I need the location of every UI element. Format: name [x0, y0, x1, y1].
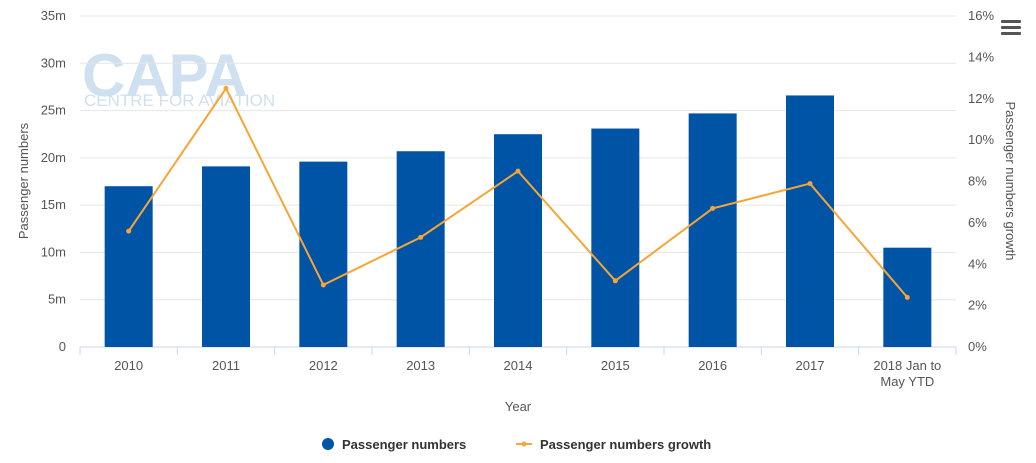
watermark: CAPA CENTRE FOR AVIATION [82, 42, 275, 110]
legend: Passenger numbers Passenger numbers growt… [322, 437, 711, 452]
right-axis-title: Passenger numbers growth [1003, 102, 1018, 261]
left-tick-label: 35m [41, 8, 66, 23]
bar [494, 134, 542, 347]
right-tick-label: 6% [968, 215, 987, 230]
right-tick-label: 14% [968, 49, 994, 64]
menu-line-icon [1001, 20, 1021, 23]
chart-menu-button[interactable] [1001, 20, 1021, 36]
bar [786, 95, 834, 347]
growth-point [126, 228, 132, 234]
bar [104, 186, 153, 347]
x-axis-ticks: 2010 2011 2012 2013 2014 2015 2016 2017 2018 Jan… [79, 347, 957, 389]
bar [202, 166, 250, 347]
right-tick-label: 10% [968, 132, 994, 147]
bar [591, 128, 640, 347]
bar [688, 113, 737, 347]
legend-bar-marker [322, 438, 334, 450]
left-axis-title: Passenger numbers [16, 122, 31, 239]
right-tick-label: 12% [968, 91, 994, 106]
x-tick-label: 2018 Jan to May YTD [873, 358, 941, 389]
right-tick-label: 16% [968, 8, 994, 23]
right-tick-label: 4% [968, 256, 987, 271]
x-tick-label: 2017 [796, 358, 825, 373]
left-tick-label: 5m [48, 292, 66, 307]
growth-point [418, 234, 424, 240]
x-tick-label: 2011 [212, 358, 240, 373]
left-tick-label: 30m [41, 55, 66, 70]
x-tick-label: 2013 [406, 358, 435, 373]
right-tick-label: 8% [968, 174, 987, 189]
bar [396, 151, 445, 347]
growth-point [710, 205, 716, 211]
left-tick-label: 15m [41, 197, 66, 212]
bar-series [104, 95, 932, 347]
line-series [126, 85, 910, 300]
bar [299, 161, 348, 347]
x-tick-label: 2016 [698, 358, 727, 373]
watermark-tagline: CENTRE FOR AVIATION [84, 91, 275, 110]
right-tick-label: 0% [968, 339, 987, 354]
legend-label-growth: Passenger numbers growth [540, 437, 711, 452]
legend-label-passenger-numbers: Passenger numbers [342, 437, 466, 452]
x-tick-label: 2015 [601, 358, 630, 373]
growth-point [612, 278, 618, 284]
growth-point [223, 85, 229, 91]
x-tick-label: 2014 [504, 358, 533, 373]
growth-point [807, 181, 813, 187]
growth-point [320, 282, 326, 288]
legend-line-dot [521, 441, 527, 447]
growth-point [904, 294, 910, 300]
growth-point [515, 168, 521, 174]
right-tick-label: 2% [968, 298, 987, 313]
right-axis-ticks: 0% 2% 4% 6% 8% 10% 12% 14% 16% [968, 8, 994, 354]
x-axis-title: Year [505, 399, 532, 414]
x-tick-label: 2012 [309, 358, 338, 373]
x-tick-label: 2010 [114, 358, 143, 373]
left-tick-label: 10m [41, 244, 66, 259]
left-tick-label: 0 [59, 339, 66, 354]
menu-line-icon [1001, 26, 1021, 29]
left-tick-label: 20m [41, 150, 66, 165]
left-tick-label: 25m [41, 103, 66, 118]
left-axis-ticks: 0 5m 10m 15m 20m 25m 30m 35m [41, 8, 66, 354]
menu-line-icon [1001, 32, 1021, 35]
